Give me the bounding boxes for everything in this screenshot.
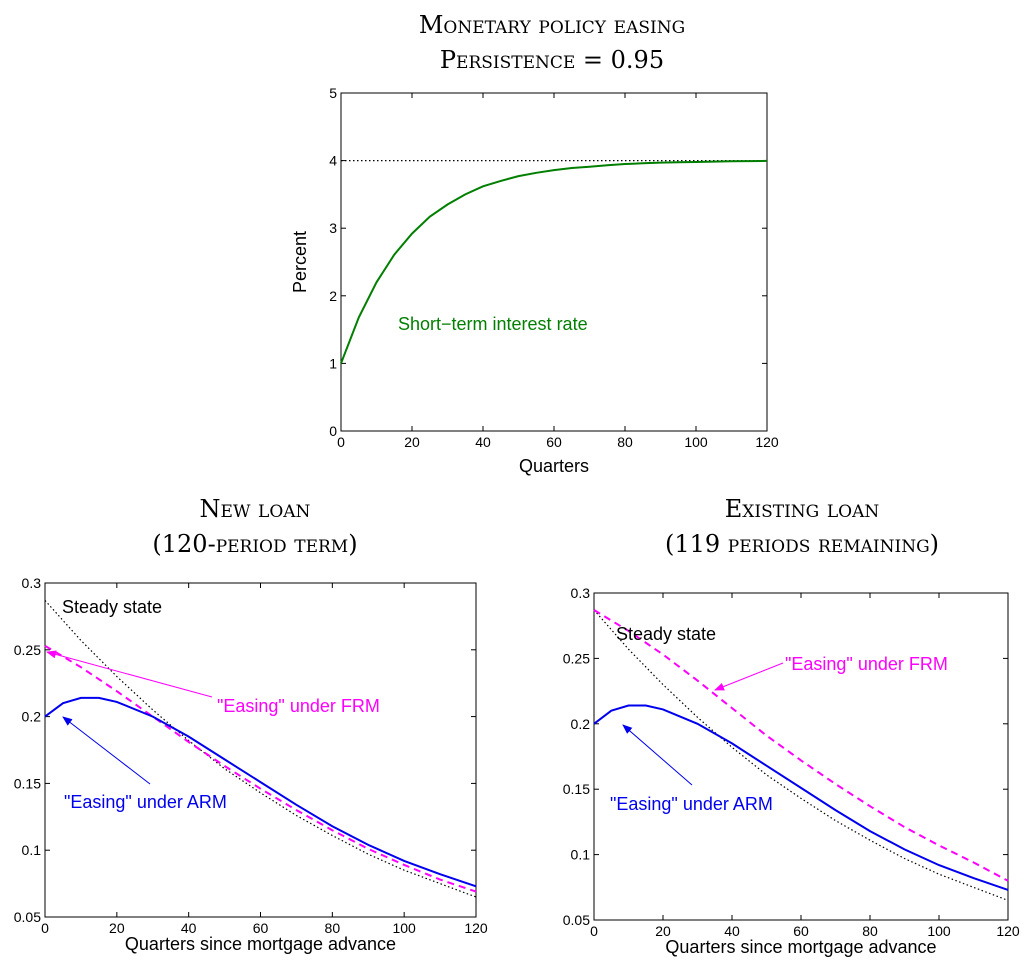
x-tick-label: 80 [862,923,878,939]
series-line-dotted [44,599,477,898]
x-tick-label: 60 [793,923,809,939]
annotation-label: "Easing" under ARM [610,794,773,814]
x-tick-label: 20 [655,923,671,939]
x-tick-label: 100 [684,434,708,450]
y-tick-label: 1 [329,355,337,371]
annotation-arrow [714,662,784,691]
annotation-label: "Easing" under FRM [217,696,380,716]
annotation-arrow [46,650,213,698]
x-tick-label: 40 [724,923,740,939]
x-tick-label: 120 [996,923,1020,939]
x-axis-label: Quarters since mortgage advance [125,934,396,954]
y-tick-label: 4 [329,153,337,169]
annotation-label: "Easing" under FRM [785,654,948,674]
x-tick-label: 80 [617,434,633,450]
x-tick-label: 80 [325,920,341,936]
y-tick-label: 0.15 [563,781,590,797]
x-tick-label: 120 [755,434,779,450]
y-tick-label: 3 [329,220,337,236]
x-tick-label: 0 [590,923,598,939]
series-line-solid [593,704,1009,891]
x-tick-label: 0 [337,434,345,450]
y-tick-label: 5 [329,85,337,101]
y-tick-label: 0.1 [571,847,591,863]
x-tick-label: 100 [927,923,951,939]
annotation-label: Steady state [616,624,716,644]
y-tick-label: 0.3 [571,585,591,601]
y-tick-label: 0.25 [14,642,41,658]
x-tick-label: 60 [546,434,562,450]
series-line-solid [44,696,477,888]
x-axis-label: Quarters [519,456,589,476]
y-tick-label: 0.25 [563,650,590,666]
x-tick-label: 20 [404,434,420,450]
y-tick-label: 0.15 [14,775,41,791]
y-tick-label: 0.05 [563,912,590,928]
x-tick-label: 20 [109,920,125,936]
y-tick-label: 0.1 [22,842,42,858]
series-line-dotted [593,609,1009,901]
series-line-solid [340,159,768,364]
annotation-label: Steady state [62,597,162,617]
x-tick-label: 100 [392,920,416,936]
annotation-label: Short−term interest rate [398,314,588,334]
x-tick-label: 60 [253,920,269,936]
y-axis-label: Percent [290,231,310,293]
y-tick-label: 0.2 [22,709,42,725]
annotation-arrow [622,724,693,786]
x-tick-label: 40 [475,434,491,450]
x-tick-label: 0 [41,920,49,936]
series-line-dashed [44,644,477,893]
x-tick-label: 120 [464,920,488,936]
x-axis-label: Quarters since mortgage advance [665,937,936,957]
annotation-arrow [62,716,151,785]
series-line-dashed [593,609,1009,882]
x-tick-label: 40 [181,920,197,936]
annotation-label: "Easing" under ARM [64,792,227,812]
y-tick-label: 0.05 [14,909,41,925]
y-tick-label: 0 [329,423,337,439]
y-tick-label: 0.3 [22,575,42,591]
y-tick-label: 2 [329,288,337,304]
y-tick-label: 0.2 [571,716,591,732]
